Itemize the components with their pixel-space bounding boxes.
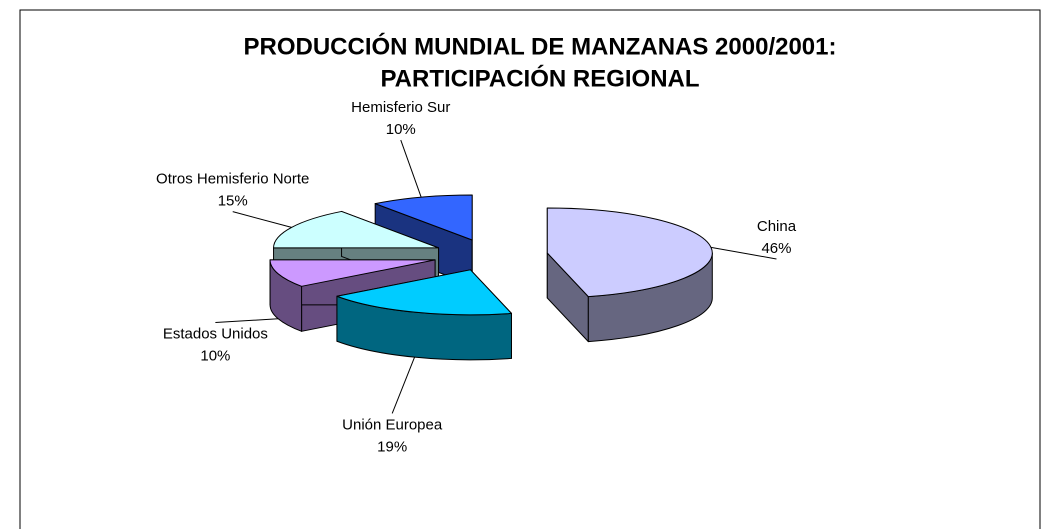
slice-top: [336, 269, 512, 316]
chart-title: PARTICIPACIÓN REGIONAL: [380, 64, 699, 92]
leader-line: [391, 356, 416, 414]
slice-label: Estados Unidos: [163, 325, 268, 342]
slice-value-label: 46%: [761, 240, 791, 257]
slice-top: [374, 194, 473, 241]
slice-value-label: 19%: [377, 438, 407, 455]
leader-line: [710, 246, 777, 260]
chart-title: PRODUCCIÓN MUNDIAL DE MANZANAS 2000/2001…: [244, 32, 837, 60]
slice-top: [273, 210, 440, 249]
leader-line: [215, 318, 279, 323]
chart-frame: [19, 9, 1041, 529]
slice-value-label: 10%: [200, 347, 230, 364]
slice-value-label: 15%: [218, 193, 248, 210]
slice-label: China: [757, 218, 797, 235]
slice-top: [546, 207, 713, 298]
slice-label: Hemisferio Sur: [351, 99, 450, 116]
slice-value-label: 10%: [386, 121, 416, 138]
slice-top: [269, 259, 436, 287]
leader-line: [400, 139, 422, 198]
slice-label: Otros Hemisferio Norte: [156, 171, 309, 188]
leader-line: [232, 211, 292, 228]
slice-label: Unión Europea: [342, 416, 443, 433]
